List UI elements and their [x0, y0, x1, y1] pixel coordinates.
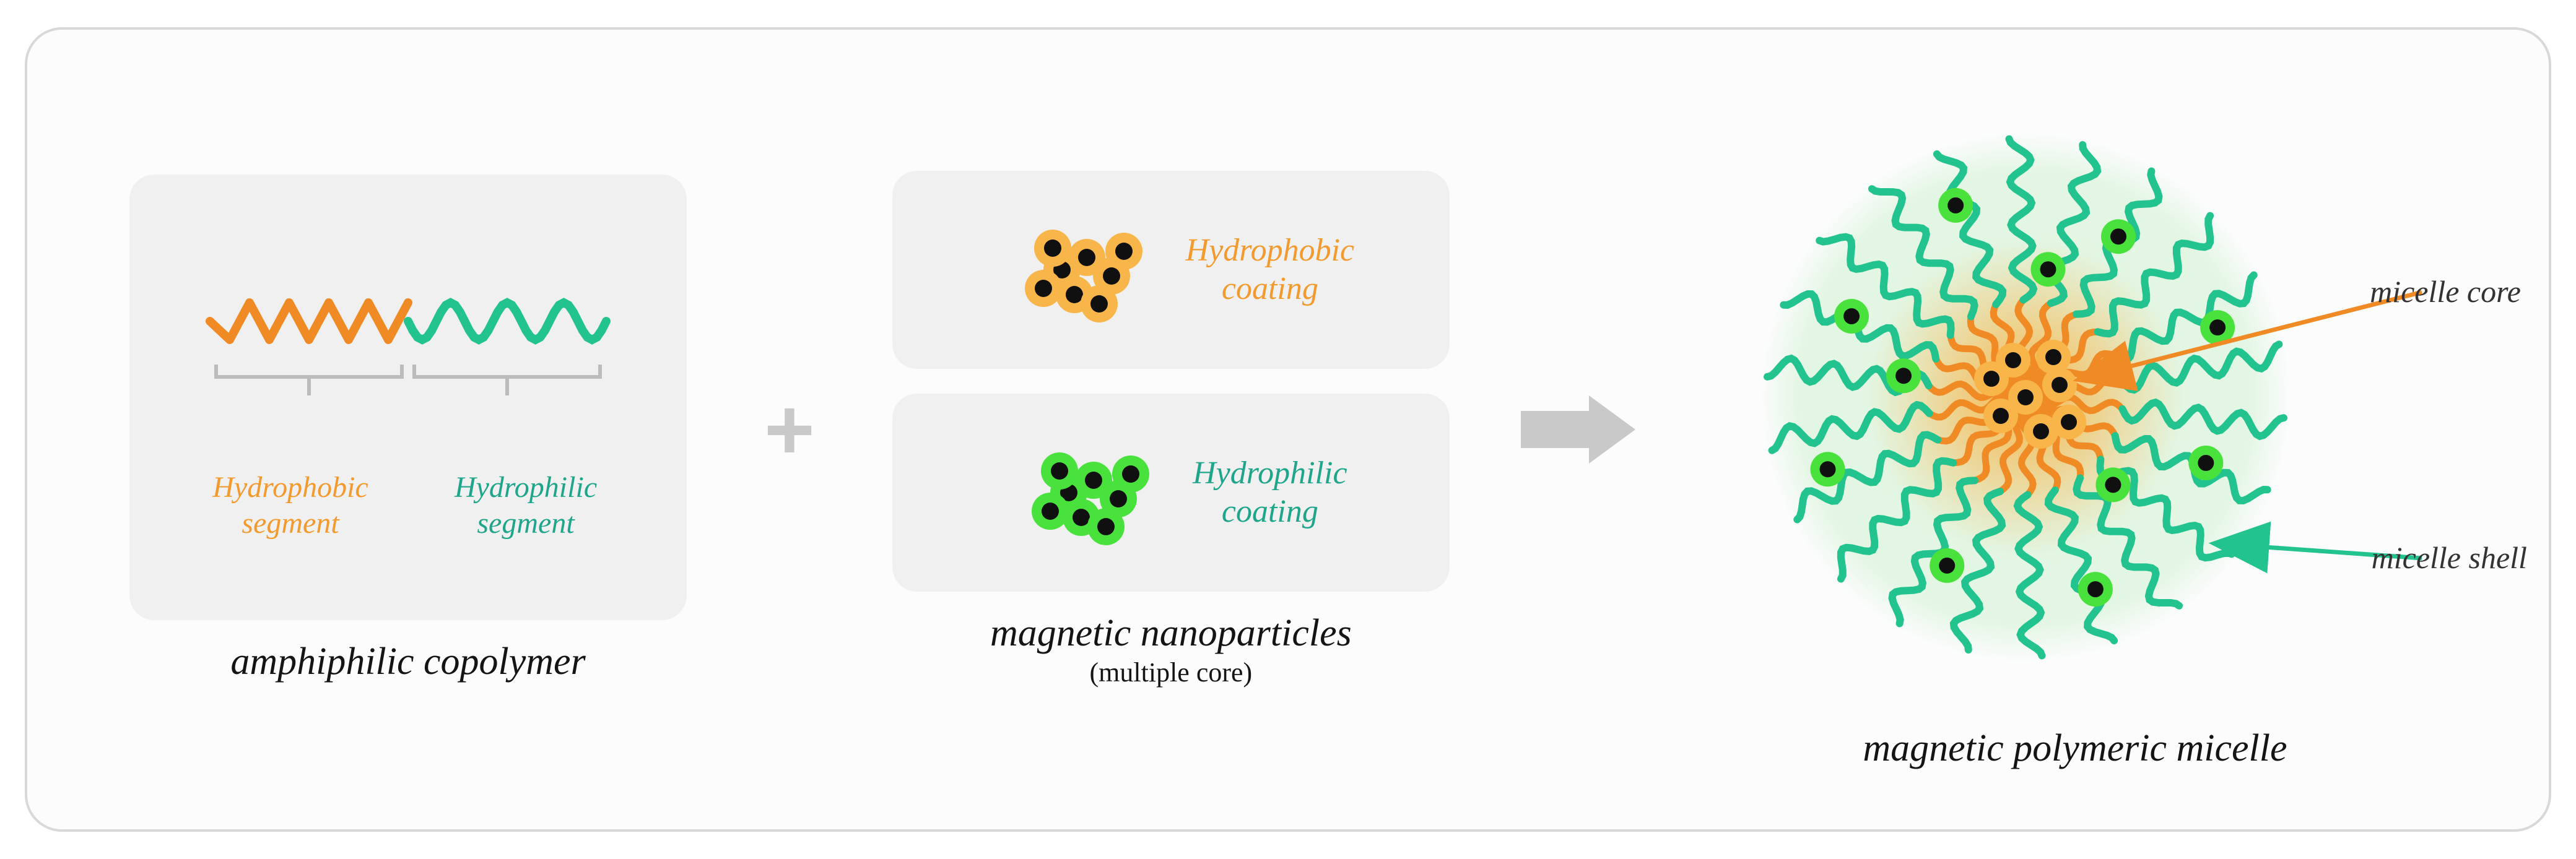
hydrophilic-coating-label: Hydrophiliccoating: [1193, 454, 1347, 532]
arrow-icon: [1515, 392, 1638, 467]
micelle-shell-label: micelle shell: [2372, 540, 2527, 576]
segment-labels: Hydrophobicsegment Hydrophilicsegment: [185, 470, 631, 541]
hydrophilic-coating-card: Hydrophiliccoating: [892, 394, 1450, 592]
micelle-svg: [1704, 88, 2447, 707]
nanoparticles-caption: magnetic nanoparticles (multiple core): [990, 610, 1352, 688]
hydrophobic-segment-label: Hydrophobicsegment: [185, 470, 396, 541]
copolymer-card: Hydrophobicsegment Hydrophilicsegment: [129, 175, 687, 620]
nanoparticles-caption-sub: (multiple core): [990, 657, 1352, 688]
hydrophilic-segment-label: Hydrophilicsegment: [420, 470, 631, 541]
copolymer-wave: [160, 253, 656, 451]
diagram-frame: Hydrophobicsegment Hydrophilicsegment am…: [25, 27, 2551, 832]
micelle-caption: magnetic polymeric micelle: [1863, 725, 2287, 771]
plus-icon: +: [764, 379, 815, 480]
nanoparticles-caption-main: magnetic nanoparticles: [990, 610, 1352, 656]
copolymer-panel: Hydrophobicsegment Hydrophilicsegment am…: [129, 175, 687, 684]
hydrophilic-cluster-icon: [994, 418, 1168, 567]
micelle-panel: micelle core micelle shell magnetic poly…: [1704, 88, 2447, 771]
hydrophobic-coating-label: Hydrophobiccoating: [1186, 231, 1354, 309]
nanoparticles-panel: Hydrophobiccoating Hydrophiliccoating ma…: [892, 171, 1450, 688]
micelle-figure: micelle core micelle shell: [1704, 88, 2447, 707]
copolymer-caption: amphiphilic copolymer: [230, 639, 585, 684]
hydrophobic-coating-card: Hydrophobiccoating: [892, 171, 1450, 369]
micelle-core-label: micelle core: [2370, 274, 2521, 309]
hydrophobic-cluster-icon: [988, 196, 1161, 344]
